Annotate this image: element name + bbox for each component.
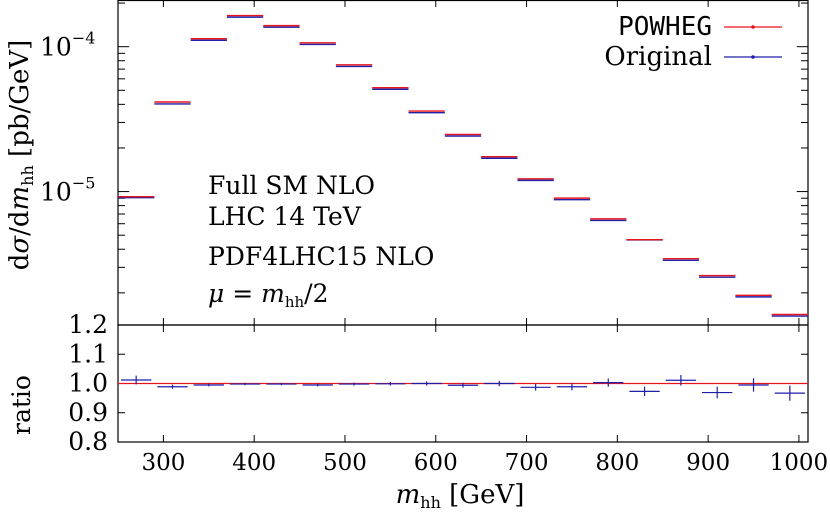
x-tick-label: 700	[505, 450, 549, 476]
y-tick-label: 10−4	[40, 29, 95, 62]
y-axis-label: dσ/dmhh [pb/GeV]	[5, 40, 37, 271]
x-tick-label: 1000	[770, 450, 829, 476]
legend-marker-original	[751, 55, 755, 59]
x-tick-label: 300	[141, 450, 185, 476]
ratio-tick-label: 1.0	[68, 369, 108, 398]
chart-labels: 300 400 500 600 700 800 900 1000 10−5 10−4 1.2 0.80…	[5, 12, 828, 512]
y-tick-label: 1.2	[68, 310, 108, 339]
annotation-text: PDF4LHC15 NLO	[208, 242, 434, 271]
ratio-tick-label: 1.1	[68, 339, 108, 368]
ratio-tick-label: 0.8	[68, 427, 108, 456]
legend-label-original: Original	[604, 42, 712, 72]
ratio-marks	[118, 375, 808, 401]
series-marks	[118, 14, 808, 317]
x-tick-label: 600	[414, 450, 458, 476]
x-tick-label: 500	[323, 450, 367, 476]
ratio-axis-label: ratio	[7, 375, 36, 435]
x-tick-label: 800	[595, 450, 639, 476]
y-tick-label: 10−5	[40, 174, 95, 207]
annotation-text: Full SM NLO	[208, 171, 375, 200]
x-axis-label: mhh [GeV]	[396, 480, 525, 512]
annotation-text: LHC 14 TeV	[208, 202, 362, 231]
annotation-scale: μ = mhh/2	[208, 279, 328, 311]
legend-marker-powheg	[751, 25, 755, 29]
x-tick-label: 400	[232, 450, 276, 476]
legend-label-powheg: POWHEG	[618, 12, 712, 42]
ratio-tick-label: 0.9	[68, 398, 108, 427]
x-tick-label: 900	[686, 450, 730, 476]
